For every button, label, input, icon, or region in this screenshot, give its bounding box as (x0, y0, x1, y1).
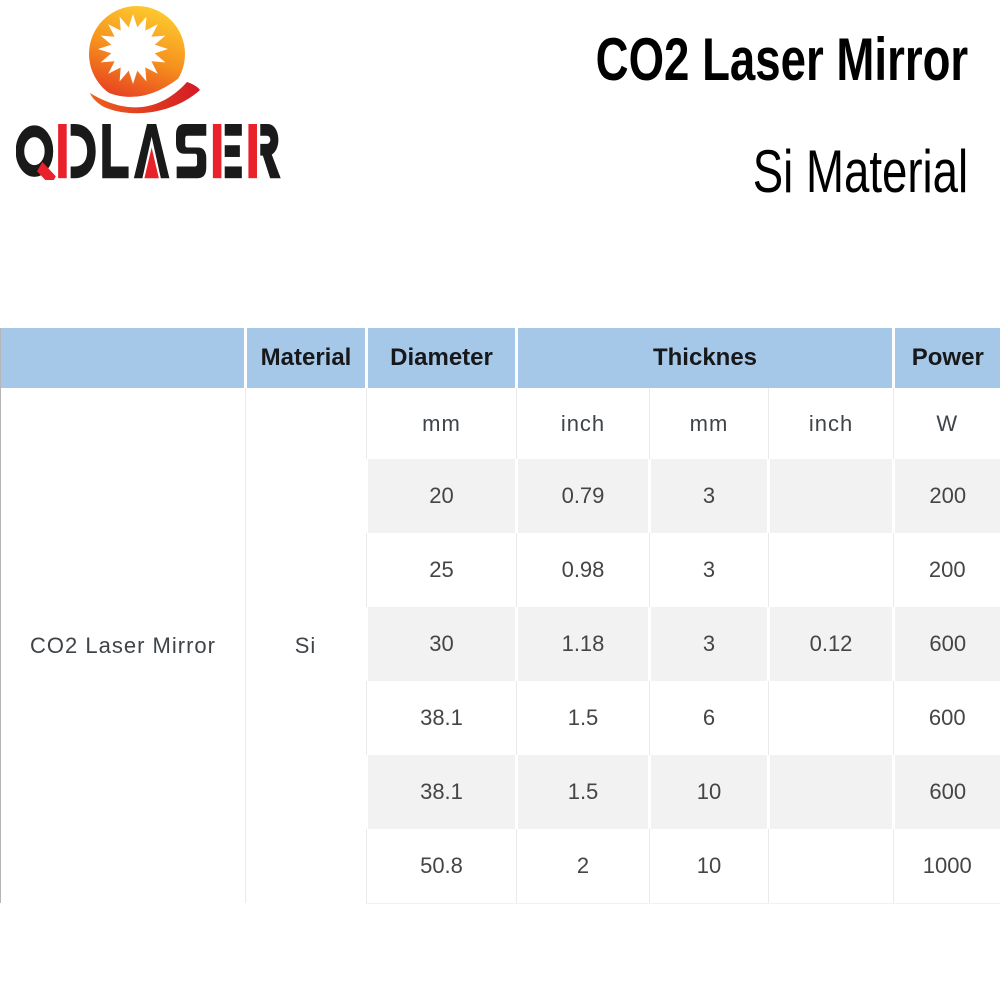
table-cell: 10 (649, 829, 769, 904)
table-row: 25 0.98 3 200 (1, 533, 1000, 607)
table-cell: 10 (649, 755, 770, 829)
table-cell: 2 (516, 829, 650, 904)
table-row: 38.1 1.5 10 600 (1, 755, 1000, 829)
table-cell: 1.5 (516, 681, 650, 755)
table-cell: 600 (893, 607, 1000, 681)
unit-thickness-inch: inch (768, 388, 895, 459)
col-header-thickness: Thicknes (516, 328, 896, 388)
table-cell: 30 (365, 607, 518, 681)
table-cell: 0.98 (516, 533, 650, 607)
table-cell (768, 681, 895, 755)
table-cell: 20 (365, 459, 518, 533)
table-cell: 0.79 (516, 459, 651, 533)
page-subtitle: Si Material (752, 138, 968, 205)
table-cell: 600 (893, 681, 1000, 755)
spec-table-head: Material Diameter Thicknes Power (0, 328, 1000, 388)
table-cell (768, 755, 896, 829)
col-header-blank (0, 328, 247, 388)
table-row: 38.1 1.5 6 600 (1, 681, 1000, 755)
table-cell: 50.8 (366, 829, 517, 904)
table-cell: 6 (649, 681, 769, 755)
col-header-diameter: Diameter (366, 328, 518, 388)
qdlaser-wordmark (16, 124, 281, 180)
spec-table: Material Diameter Thicknes Power CO2 Las… (0, 328, 1000, 904)
table-row: 30 1.18 3 0.12 600 (1, 607, 1000, 681)
table-cell (768, 533, 895, 607)
table-cell (768, 829, 895, 904)
unit-thickness-mm: mm (649, 388, 769, 459)
spec-table-body: CO2 Laser Mirror Si mm inch mm inch W 20… (0, 388, 1000, 904)
table-cell: 1000 (893, 829, 1000, 904)
col-header-material: Material (245, 328, 368, 388)
unit-diameter-inch: inch (516, 388, 650, 459)
table-cell: 600 (893, 755, 1000, 829)
table-cell: 3 (649, 533, 769, 607)
table-cell: 0.12 (768, 607, 896, 681)
header-row: Material Diameter Thicknes Power (0, 328, 1000, 388)
table-cell: 25 (366, 533, 517, 607)
table-cell: 200 (893, 459, 1000, 533)
table-cell: 200 (893, 533, 1000, 607)
product-name-cell: CO2 Laser Mirror (0, 388, 246, 903)
table-cell: 1.5 (516, 755, 651, 829)
table-row: 50.8 2 10 1000 (1, 829, 1000, 904)
table-cell: 38.1 (365, 755, 518, 829)
units-row: CO2 Laser Mirror Si mm inch mm inch W (0, 388, 1000, 903)
unit-power-w: W (893, 388, 1000, 459)
table-row: 20 0.79 3 200 (1, 459, 1000, 533)
table-cell (768, 459, 896, 533)
header-titles: CO2 Laser Mirror Si Material (478, 0, 968, 202)
sun-ball-icon (89, 6, 200, 114)
table-cell: 1.18 (516, 607, 651, 681)
table-cell: 38.1 (366, 681, 517, 755)
unit-diameter-mm: mm (366, 388, 517, 459)
table-cell: 3 (649, 459, 770, 533)
qdlaser-logo (0, 0, 300, 200)
page-title: CO2 Laser Mirror (595, 26, 968, 93)
material-value-cell: Si (245, 388, 367, 903)
col-header-power: Power (893, 328, 1000, 388)
table-cell: 3 (649, 607, 770, 681)
